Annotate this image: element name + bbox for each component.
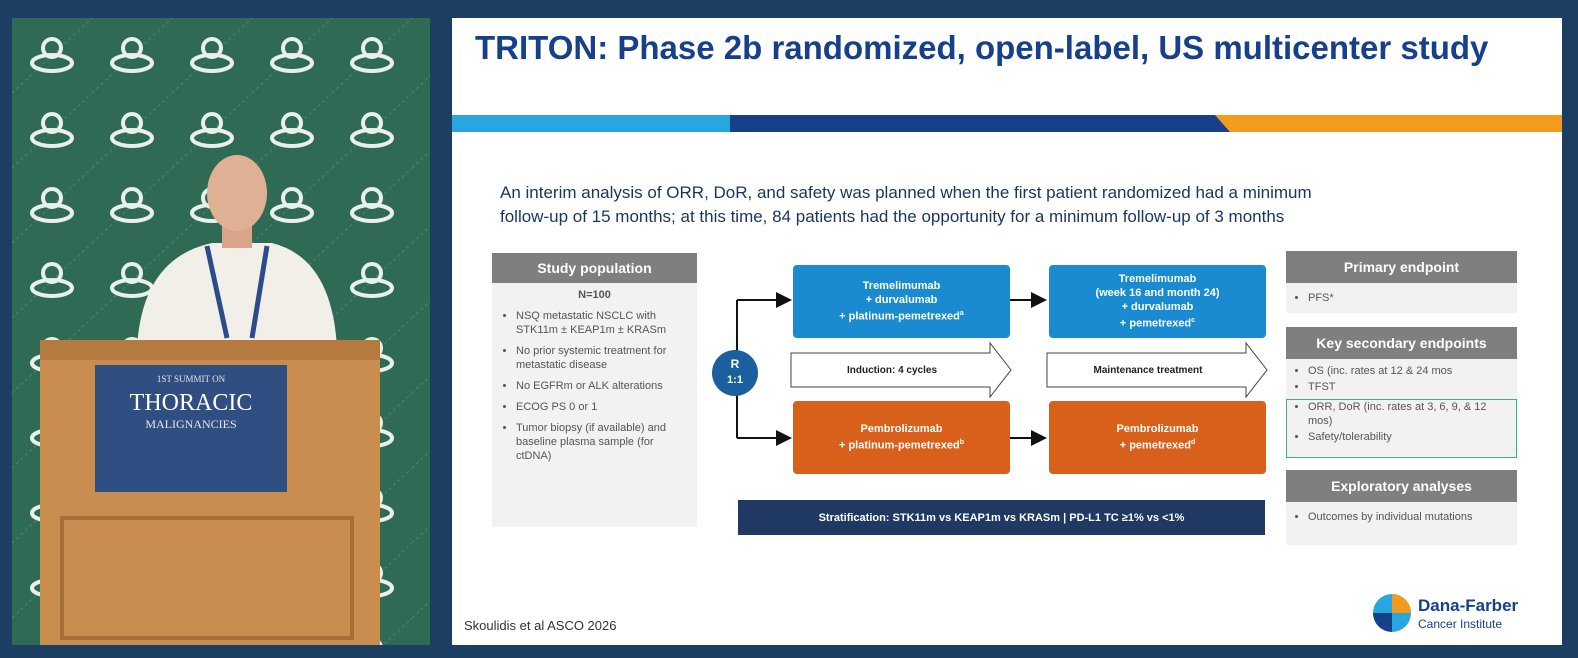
endpoint-body: Outcomes by individual mutations [1286, 502, 1517, 545]
arm-line: + pemetrexed [1119, 439, 1191, 452]
randomization-label: R [731, 357, 740, 371]
endpoint-header: Primary endpoint [1286, 251, 1517, 283]
endpoint-item: PFS* [1308, 291, 1517, 305]
endpoint-header: Key secondary endpoints [1286, 327, 1517, 359]
bullet: Tumor biopsy (if available) and baseline… [516, 421, 689, 463]
arm-line: + durvalumab [865, 294, 938, 307]
header-stripe [452, 115, 1562, 132]
bullet: No prior systemic treatment for metastat… [516, 344, 689, 372]
highlight-box [1286, 399, 1517, 458]
endpoint-body: OS (inc. rates at 12 & 24 mos TFST ORR, … [1286, 359, 1517, 458]
phase-label: Induction: 4 cycles [846, 364, 938, 376]
slide: TRITON: Phase 2b randomized, open-label,… [452, 18, 1562, 645]
randomization-ratio: 1:1 [727, 374, 743, 386]
endpoint-body: PFS* [1286, 283, 1517, 313]
stratification-bar: Stratification: STK11m vs KEAP1m vs KRAS… [738, 500, 1265, 535]
intro-text: An interim analysis of ORR, DoR, and saf… [500, 181, 1312, 229]
footnote-mark: b [959, 439, 964, 447]
citation: Skoulidis et al ASCO 2026 [464, 618, 617, 633]
logo-mark [1373, 594, 1411, 632]
logo-name: Dana-Farber [1418, 596, 1519, 615]
population-header: Study population [492, 253, 697, 283]
podium-text: 1ST SUMMIT ON [157, 374, 226, 384]
bullet: ECOG PS 0 or 1 [516, 400, 689, 414]
arm-line: + platinum-pemetrexed [839, 310, 960, 323]
flow-arrows: R 1:1 [712, 292, 1268, 446]
population-n: N=100 [578, 289, 611, 301]
arm-line: (week 16 and month 24) [1095, 287, 1220, 300]
footnote-mark: c [1191, 317, 1196, 325]
endpoint-item: TFST [1308, 380, 1517, 394]
bullet: No EGFRm or ALK alterations [516, 379, 689, 393]
arm-box: Pembrolizumab + platinum-pemetrexedb [793, 401, 1010, 474]
arm-box: Tremelimumab + durvalumab + platinum-pem… [793, 265, 1010, 338]
footnote-mark: a [959, 310, 964, 318]
endpoint-item: ORR, DoR (inc. rates at 3, 6, 9, & 12 mo… [1308, 400, 1517, 428]
slide-title: TRITON: Phase 2b randomized, open-label,… [475, 29, 1489, 66]
footnote-mark: d [1190, 439, 1196, 447]
endpoint-item: Safety/tolerability [1308, 430, 1517, 444]
arm-box: Pembrolizumab + pemetrexedd [1049, 401, 1266, 474]
arm-line: Tremelimumab [1118, 273, 1197, 286]
endpoint-item: Outcomes by individual mutations [1308, 510, 1487, 524]
intro-line: An interim analysis of ORR, DoR, and saf… [500, 183, 1312, 202]
phase-label: Maintenance treatment [1093, 364, 1203, 376]
arm-box: Tremelimumab (week 16 and month 24) + du… [1049, 265, 1266, 338]
arm-line: + platinum-pemetrexed [838, 439, 960, 452]
population-body: N=100 NSQ metastatic NSCLC with STK11m ±… [492, 283, 697, 527]
podium-text: MALIGNANCIES [145, 417, 236, 431]
endpoint-header: Exploratory analyses [1286, 470, 1517, 502]
arm-line: + durvalumab [1121, 301, 1194, 314]
arm-line: Pembrolizumab [860, 423, 943, 436]
intro-line: follow-up of 15 months; at this time, 84… [500, 207, 1285, 226]
podium-text: THORACIC [130, 390, 253, 416]
arm-line: Tremelimumab [862, 280, 941, 293]
endpoint-item: OS (inc. rates at 12 & 24 mos [1308, 364, 1517, 378]
arm-line: + pemetrexed [1119, 317, 1192, 330]
arm-line: Pembrolizumab [1116, 423, 1199, 436]
logo-subtitle: Cancer Institute [1418, 617, 1503, 631]
speaker-video: 1ST SUMMIT ON THORACIC MALIGNANCIES [12, 18, 430, 645]
bullet: NSQ metastatic NSCLC with STK11m ± KEAP1… [516, 309, 689, 337]
